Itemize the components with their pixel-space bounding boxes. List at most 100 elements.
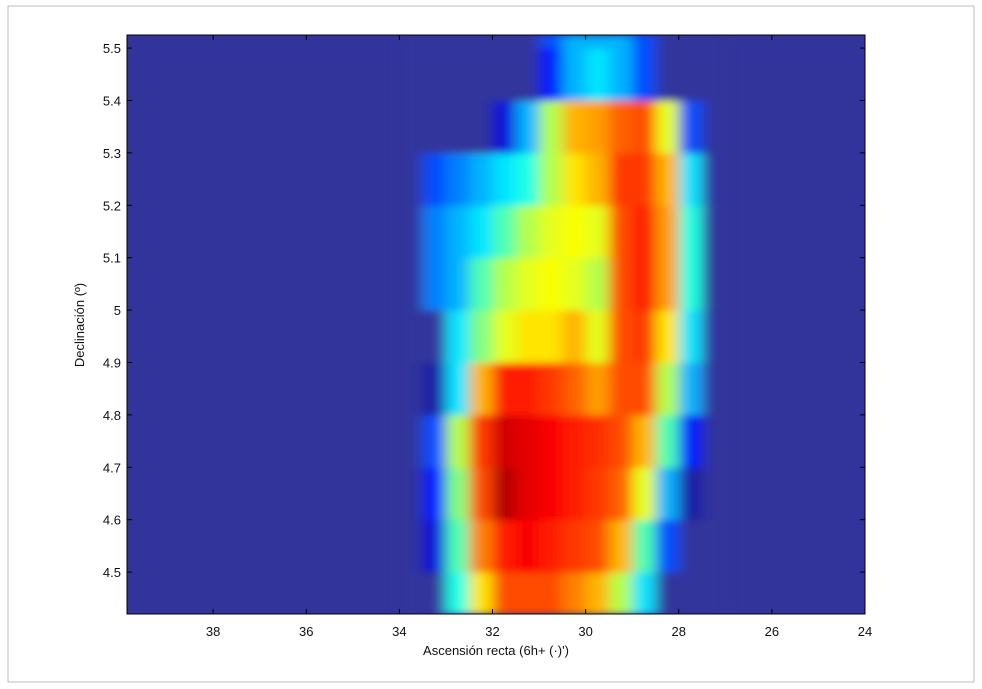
heat-cell — [678, 35, 703, 49]
y-tick-label: 5.2 — [103, 198, 121, 213]
heat-cell — [678, 100, 703, 154]
heat-cell — [655, 100, 680, 154]
heat-cell — [562, 519, 587, 573]
heat-cell — [632, 35, 656, 49]
heat-cell — [632, 572, 656, 614]
x-tick-label: 26 — [765, 624, 779, 639]
heat-cell — [515, 310, 540, 363]
heat-cell — [632, 362, 656, 416]
heat-cell — [585, 414, 610, 468]
heat-cell — [515, 519, 540, 573]
heat-cell — [399, 205, 424, 259]
heat-cell — [399, 48, 424, 101]
heat-cell — [702, 152, 726, 206]
y-tick-label: 5.3 — [103, 146, 121, 161]
heat-cell — [469, 257, 494, 311]
heat-cell — [445, 467, 470, 521]
heat-cell — [702, 572, 726, 614]
heat-cell — [515, 362, 540, 416]
x-tick-label: 38 — [206, 624, 220, 639]
heat-cell — [655, 414, 680, 468]
heat-cell — [562, 100, 587, 154]
heat-cell — [469, 100, 494, 154]
heat-cell — [539, 310, 563, 363]
heat-cell — [608, 152, 633, 206]
heat-cell — [515, 100, 540, 154]
heat-cell — [678, 414, 703, 468]
y-axis-label: Declinación (º) — [72, 283, 87, 367]
heat-cell — [655, 519, 680, 573]
heat-cell — [515, 48, 540, 101]
heat-cell — [702, 519, 726, 573]
heat-cell — [422, 519, 447, 573]
heat-cell — [539, 35, 563, 49]
heat-cell — [445, 152, 470, 206]
heat-cell — [515, 572, 540, 614]
x-tick-label: 28 — [672, 624, 686, 639]
heat-cell — [492, 572, 517, 614]
heat-cell — [585, 362, 610, 416]
heat-cell — [445, 572, 470, 614]
heat-cell — [422, 257, 447, 311]
heat-cell — [678, 362, 703, 416]
heat-cell — [702, 467, 726, 521]
heat-cell — [632, 467, 656, 521]
heat-cell — [515, 35, 540, 49]
heat-cell — [608, 310, 633, 363]
heat-cell — [632, 414, 656, 468]
heat-cell — [422, 100, 447, 154]
heat-cell — [445, 362, 470, 416]
heat-cell — [678, 205, 703, 259]
heat-cell — [632, 310, 656, 363]
heat-cell — [702, 35, 726, 49]
heat-cell — [702, 48, 726, 101]
heat-cell — [608, 519, 633, 573]
heat-cell — [539, 414, 563, 468]
heat-cell — [515, 205, 540, 259]
heat-cell — [492, 310, 517, 363]
heat-cell — [399, 310, 424, 363]
heat-cell — [422, 467, 447, 521]
heat-cell — [655, 310, 680, 363]
heat-cell — [632, 152, 656, 206]
heat-cell — [399, 100, 424, 154]
heat-cell — [585, 48, 610, 101]
heat-cell — [422, 310, 447, 363]
heat-cell — [655, 362, 680, 416]
heat-cell — [422, 48, 447, 101]
heat-cell — [562, 48, 587, 101]
heat-cell — [608, 205, 633, 259]
heat-cell — [585, 205, 610, 259]
heat-cell — [562, 205, 587, 259]
heat-cell — [515, 152, 540, 206]
heat-cell — [445, 35, 470, 49]
heat-cell — [562, 257, 587, 311]
heat-cell — [469, 152, 494, 206]
heat-cell — [469, 414, 494, 468]
heat-cell — [492, 467, 517, 521]
heat-cell — [655, 152, 680, 206]
heat-cell — [608, 48, 633, 101]
heat-cell — [492, 519, 517, 573]
heat-cell — [399, 257, 424, 311]
heat-cell — [469, 310, 494, 363]
x-tick-label: 24 — [858, 624, 872, 639]
heat-cell — [562, 362, 587, 416]
heat-cell — [469, 35, 494, 49]
heat-cell — [515, 467, 540, 521]
heat-cell — [585, 572, 610, 614]
heat-cell — [585, 519, 610, 573]
heat-cell — [539, 467, 563, 521]
heat-cell — [515, 414, 540, 468]
heat-cell — [422, 362, 447, 416]
x-tick-label: 30 — [578, 624, 592, 639]
heat-cell — [422, 414, 447, 468]
heat-cell — [399, 414, 424, 468]
heat-cell — [399, 35, 424, 49]
heat-cell — [539, 152, 563, 206]
heat-cell — [585, 467, 610, 521]
heat-cell — [655, 48, 680, 101]
x-tick-label: 34 — [392, 624, 406, 639]
heat-cell — [422, 35, 447, 49]
